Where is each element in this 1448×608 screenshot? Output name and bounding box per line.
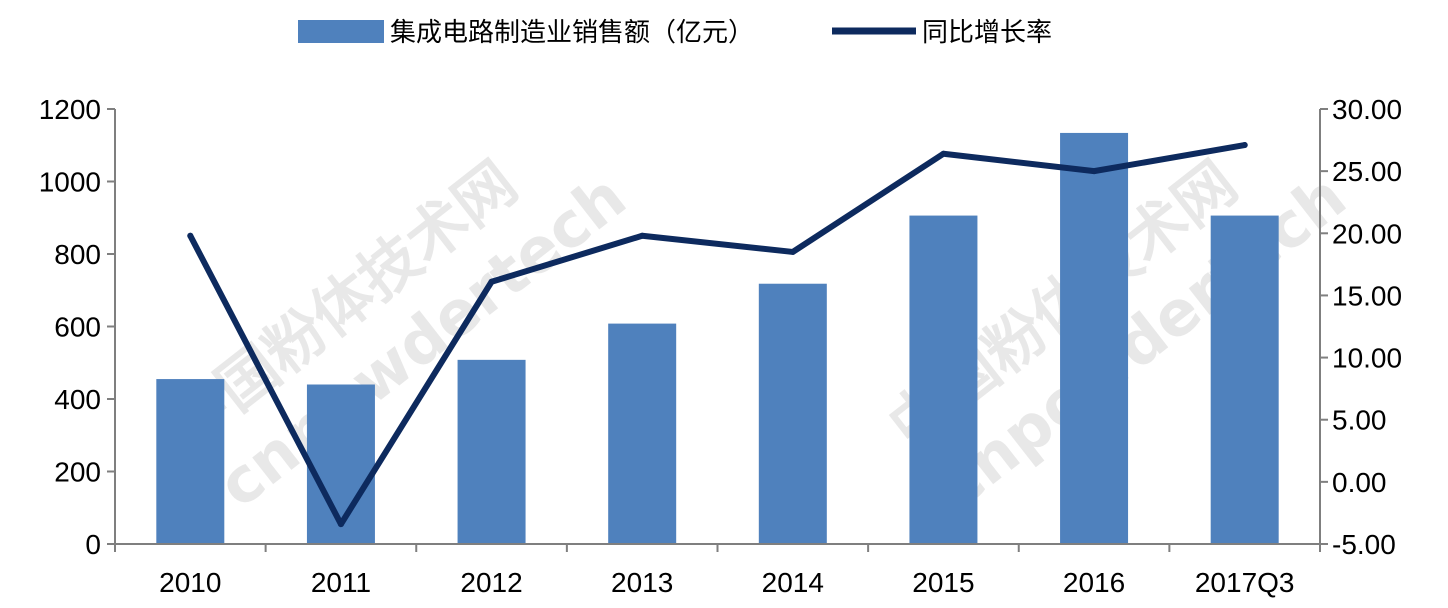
x-tick-label: 2013 bbox=[611, 567, 673, 598]
bar-2014 bbox=[758, 283, 827, 544]
legend-line-label: 同比增长率 bbox=[922, 18, 1052, 48]
x-tick-label: 2017Q3 bbox=[1195, 567, 1295, 598]
y-right-tick-label: 10.00 bbox=[1332, 343, 1402, 374]
growth-point-2014 bbox=[789, 248, 796, 255]
bar-2015 bbox=[909, 215, 978, 544]
y-right-tick-label: 30.00 bbox=[1332, 94, 1402, 125]
legend-bar-swatch bbox=[298, 20, 384, 43]
axes: 0 200 400 600 800 1000 1200 -5.00 0.00 5.00 10.00 1… bbox=[39, 94, 1402, 598]
growth-rate-line bbox=[187, 142, 1248, 528]
x-tick-label: 2014 bbox=[762, 567, 824, 598]
bar-2010 bbox=[156, 379, 225, 544]
bar-2016 bbox=[1060, 132, 1129, 545]
growth-point-2015 bbox=[940, 150, 947, 157]
growth-point-2012 bbox=[488, 278, 495, 285]
growth-point-2013 bbox=[639, 232, 646, 239]
y-left-tick-label: 0 bbox=[85, 529, 101, 560]
y-right-tick-label: 15.00 bbox=[1332, 280, 1402, 311]
growth-point-2011 bbox=[337, 521, 344, 528]
y-right-tick-label: 5.00 bbox=[1332, 405, 1387, 436]
y-right-tick-label: -5.00 bbox=[1332, 529, 1396, 560]
y-right-tick-label: 20.00 bbox=[1332, 218, 1402, 249]
y-left-tick-label: 200 bbox=[54, 457, 101, 488]
y-left-tick-label: 800 bbox=[54, 239, 101, 270]
y-right-tick-label: 25.00 bbox=[1332, 156, 1402, 187]
growth-point-2010 bbox=[187, 232, 194, 239]
y-right-tick-label: 0.00 bbox=[1332, 467, 1387, 498]
y-left-tick-label: 1200 bbox=[39, 94, 101, 125]
x-tick-label: 2016 bbox=[1063, 567, 1125, 598]
growth-point-2017Q3 bbox=[1241, 142, 1248, 149]
growth-point-2016 bbox=[1091, 168, 1098, 175]
x-tick-label: 2012 bbox=[460, 567, 522, 598]
line-series bbox=[187, 142, 1248, 528]
y-left-tick-label: 600 bbox=[54, 312, 101, 343]
bar-2011 bbox=[306, 384, 375, 544]
x-tick-label: 2015 bbox=[912, 567, 974, 598]
y-left-tick-label: 400 bbox=[54, 384, 101, 415]
bar-series bbox=[156, 132, 1279, 545]
bar-2012 bbox=[457, 359, 526, 544]
bar-2013 bbox=[608, 323, 677, 544]
y-left-tick-label: 1000 bbox=[39, 167, 101, 198]
bar-2017Q3 bbox=[1210, 215, 1279, 544]
legend: 集成电路制造业销售额（亿元） 同比增长率 bbox=[298, 18, 1052, 48]
legend-bar-label: 集成电路制造业销售额（亿元） bbox=[390, 18, 754, 48]
x-tick-label: 2010 bbox=[159, 567, 221, 598]
x-tick-label: 2011 bbox=[311, 567, 371, 598]
